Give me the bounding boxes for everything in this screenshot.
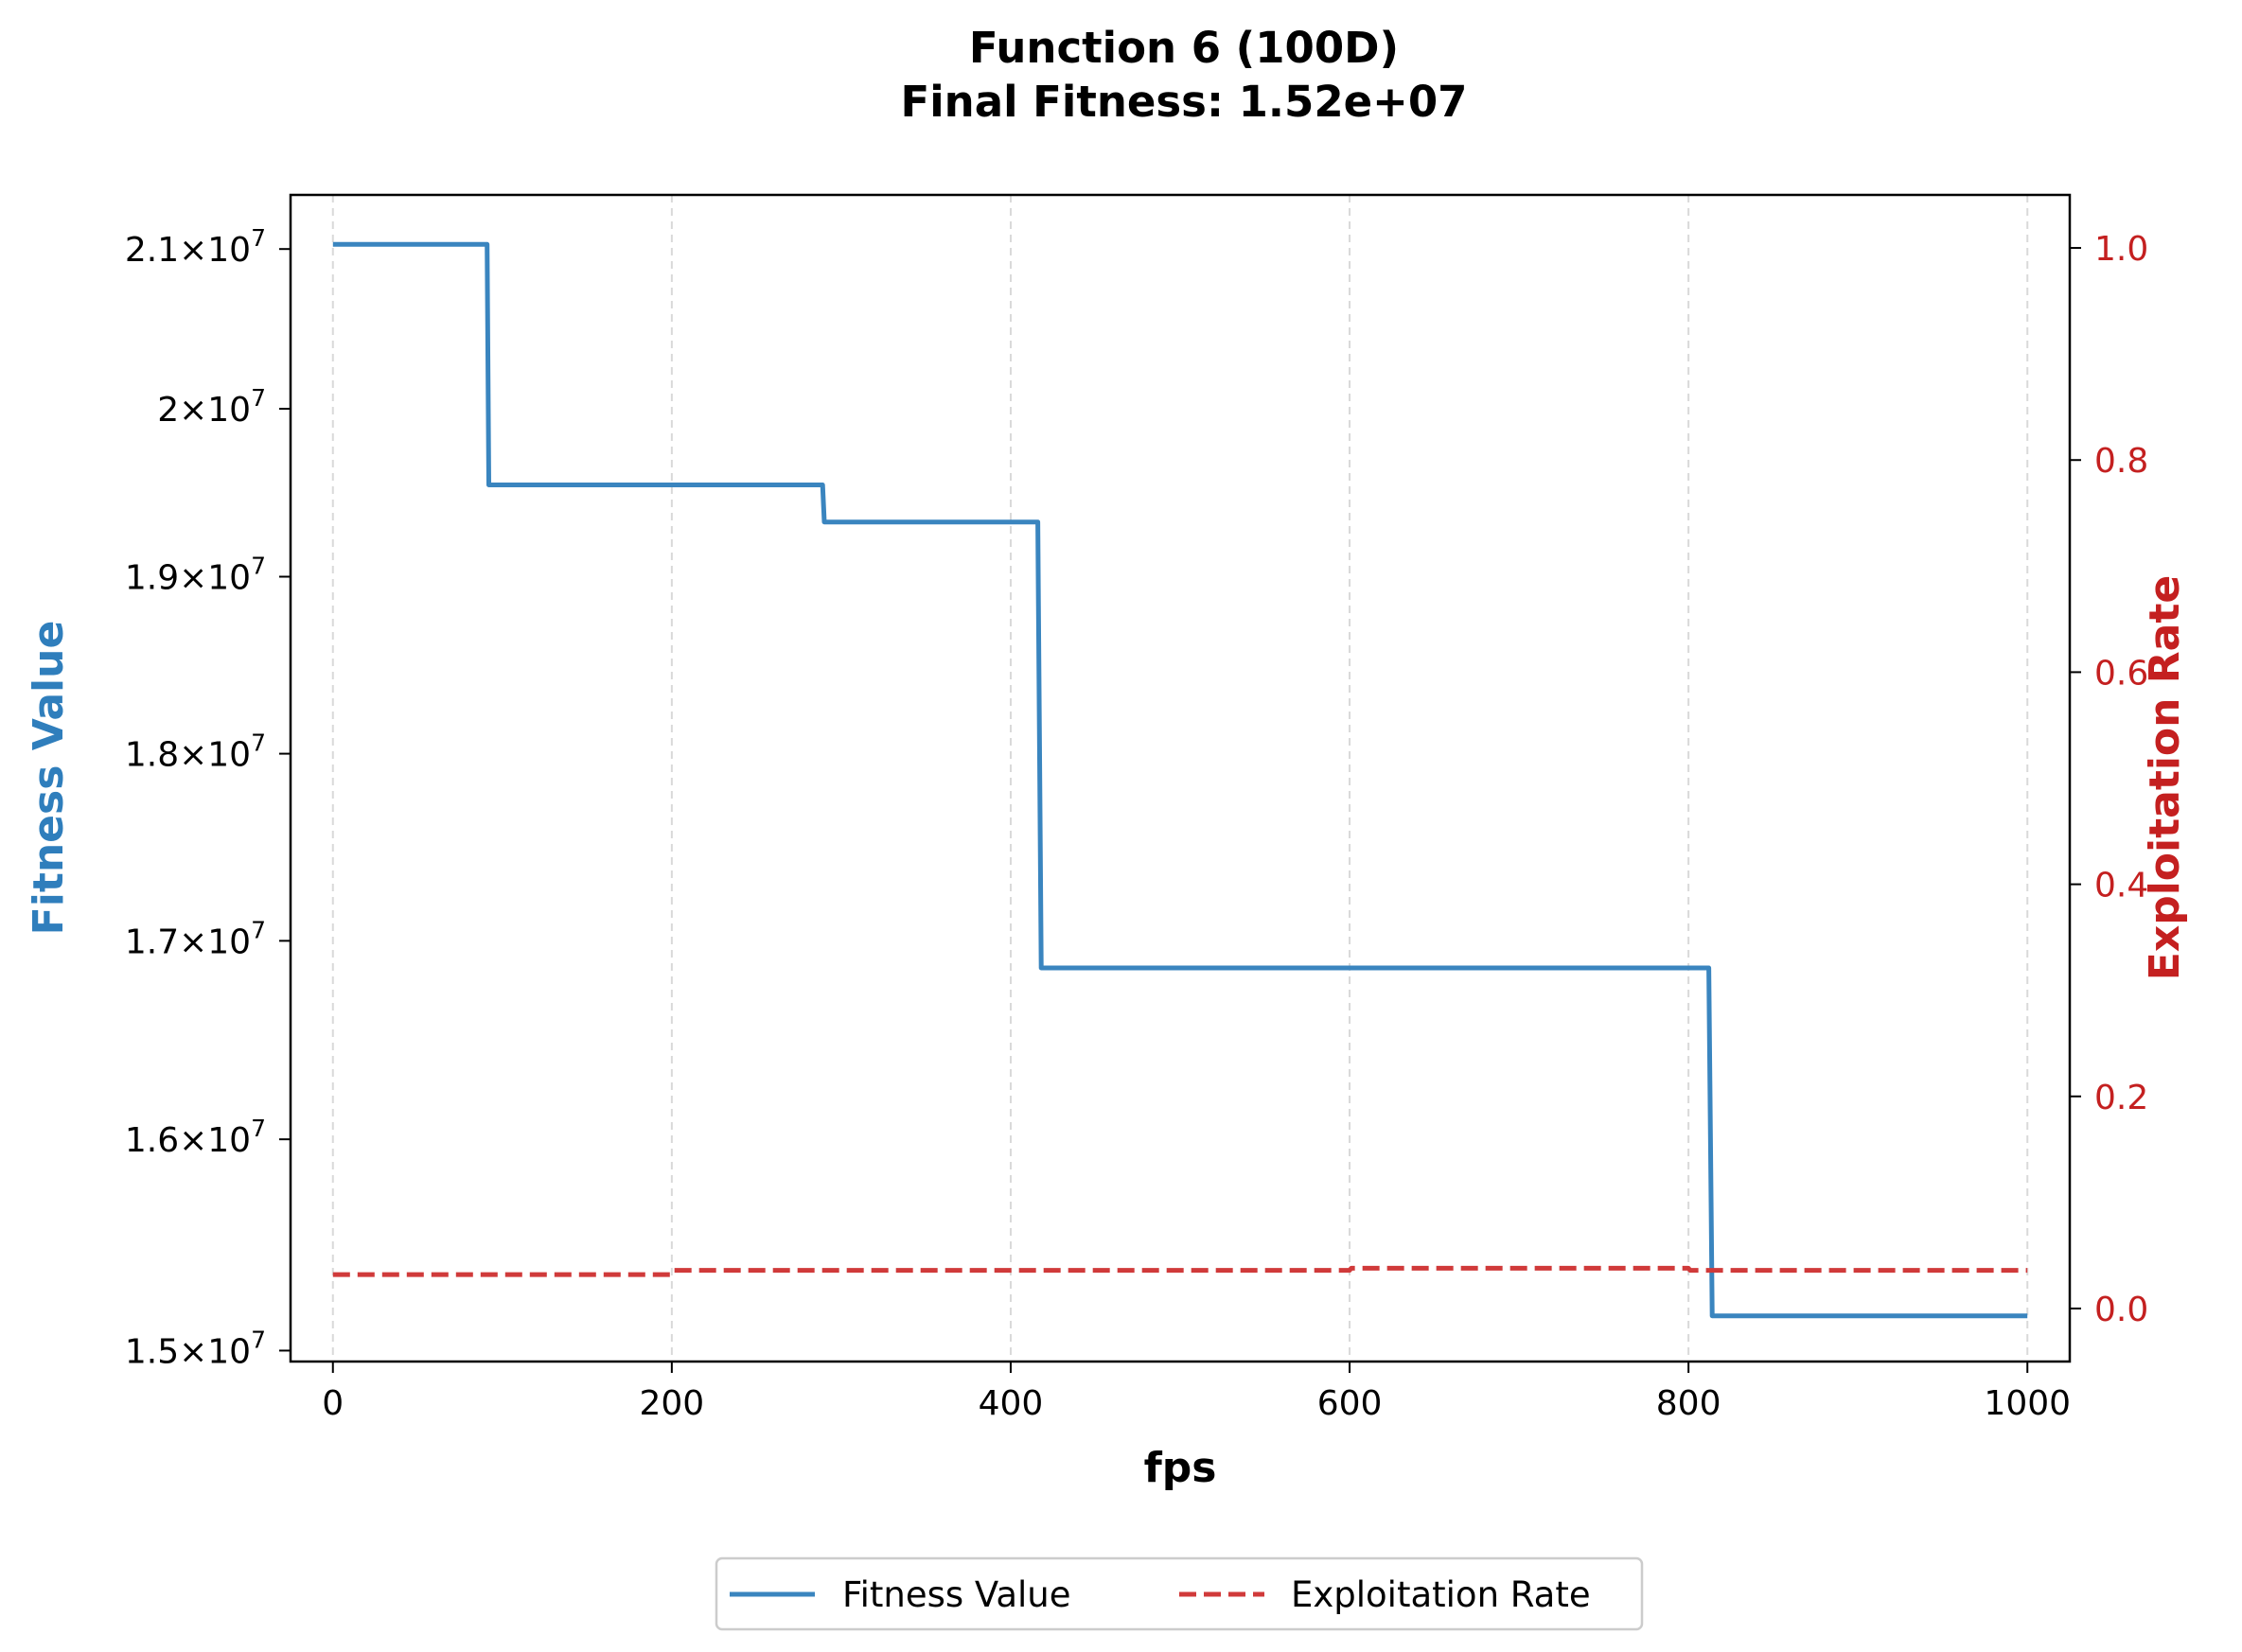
x-tick-label: 400 <box>979 1384 1044 1423</box>
legend-label-fitness: Fitness Value <box>842 1574 1071 1615</box>
x-axis-label: fps <box>1144 1444 1217 1492</box>
legend: Fitness Value Exploitation Rate <box>715 1556 1644 1631</box>
y-axis-right: 0.0 0.2 0.4 0.6 0.8 1.0 <box>2070 230 2148 1329</box>
fitness-value-line <box>332 241 2028 1319</box>
x-tick-label: 600 <box>1317 1384 1383 1423</box>
y2-tick-label: 1.0 <box>2094 230 2148 269</box>
title-group: Function 6 (100D) Final Fitness: 1.52e+0… <box>901 23 1468 127</box>
plot-frame <box>289 193 2072 1363</box>
y2-tick-label: 0.6 <box>2094 654 2148 693</box>
grid-layer <box>331 195 2029 1362</box>
y2-tick-label: 0.2 <box>2094 1079 2148 1117</box>
y-tick-label: 1.8×107 <box>125 729 266 775</box>
y2-tick-label: 0.0 <box>2094 1291 2148 1329</box>
x-tick-label: 0 <box>322 1384 344 1423</box>
y-tick-label: 1.5×107 <box>125 1326 266 1371</box>
y-tick-label: 1.9×107 <box>125 553 266 598</box>
series-layer <box>332 241 2028 1319</box>
y-tick-label: 2.1×107 <box>125 224 266 270</box>
chart-subtitle: Final Fitness: 1.52e+07 <box>901 77 1468 127</box>
x-tick-label: 1000 <box>1984 1384 2071 1423</box>
y-axis-left: 2.1×107 2×107 1.9×107 1.8×107 1.7×107 1.6×107… <box>125 224 291 1371</box>
x-axis: 0 200 400 600 800 1000 <box>322 1362 2071 1423</box>
x-tick-label: 200 <box>639 1384 704 1423</box>
y-tick-label: 1.7×107 <box>125 916 266 961</box>
exploitation-rate-line <box>332 1265 2028 1277</box>
y-tick-label: 1.6×107 <box>125 1115 266 1160</box>
y-axis-label-right: Exploitation Rate <box>2141 575 2189 980</box>
x-tick-label: 800 <box>1656 1384 1721 1423</box>
y2-tick-label: 0.4 <box>2094 867 2148 905</box>
y-tick-label: 2×107 <box>157 384 266 430</box>
legend-label-exploitation: Exploitation Rate <box>1291 1574 1591 1615</box>
y2-tick-label: 0.8 <box>2094 442 2148 481</box>
y-axis-label-left: Fitness Value <box>25 621 73 936</box>
chart-title: Function 6 (100D) <box>969 23 1399 73</box>
